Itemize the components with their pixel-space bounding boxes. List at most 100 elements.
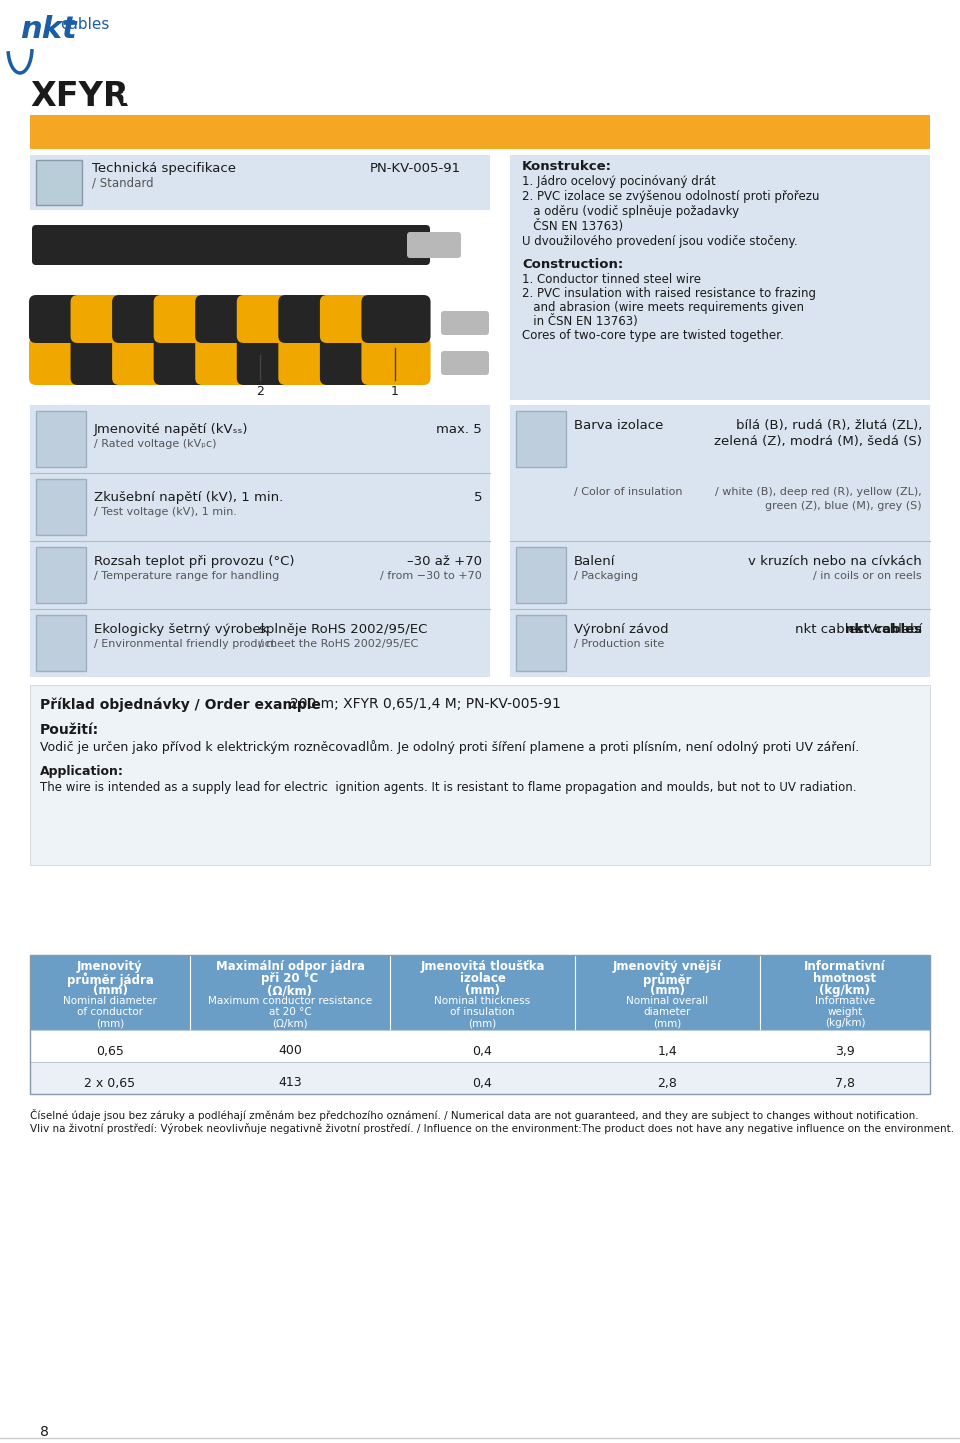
Text: PN-KV-005-91: PN-KV-005-91 <box>370 162 461 175</box>
Text: 1. Conductor tinned steel wire: 1. Conductor tinned steel wire <box>522 273 701 286</box>
Bar <box>36 411 86 468</box>
Text: průměr: průměr <box>643 973 692 987</box>
Text: splněje RoHS 2002/95/EC: splněje RoHS 2002/95/EC <box>259 623 427 636</box>
Text: 2. PVC izolace se zvýšenou odolností proti přořezu: 2. PVC izolace se zvýšenou odolností pro… <box>522 190 820 203</box>
Bar <box>516 411 566 468</box>
Text: / from −30 to +70: / from −30 to +70 <box>380 571 482 582</box>
FancyBboxPatch shape <box>441 351 489 375</box>
Bar <box>36 160 82 205</box>
Text: cables: cables <box>60 17 109 32</box>
Text: Číselné údaje jsou bez záruky a podléhají změnám bez předchozího oznámení. / Num: Číselné údaje jsou bez záruky a podléhaj… <box>30 1110 919 1121</box>
FancyBboxPatch shape <box>237 294 306 343</box>
Text: Maximální odpor jádra: Maximální odpor jádra <box>215 960 365 973</box>
Text: / in coils or on reels: / in coils or on reels <box>813 571 922 582</box>
Text: 400: 400 <box>278 1045 302 1058</box>
Text: / meet the RoHS 2002/95/EC: / meet the RoHS 2002/95/EC <box>259 639 419 649</box>
Bar <box>36 615 86 671</box>
Text: nkt cables: nkt cables <box>845 623 922 636</box>
Text: weight: weight <box>828 1007 863 1017</box>
FancyBboxPatch shape <box>29 338 98 385</box>
Text: / Color of insulation: / Color of insulation <box>574 486 683 496</box>
Text: Ekologicky šetrný výrobek: Ekologicky šetrný výrobek <box>94 623 269 636</box>
Text: (mm): (mm) <box>96 1017 124 1027</box>
Text: Konstrukce:: Konstrukce: <box>522 160 612 173</box>
Bar <box>30 955 930 1094</box>
Text: at 20 °C: at 20 °C <box>269 1007 311 1017</box>
FancyBboxPatch shape <box>195 294 264 343</box>
Text: Vodič je určen jako přívod k elektrickým rozněcovadlům. Je odolný proti šíření p: Vodič je určen jako přívod k elektrickým… <box>40 740 859 755</box>
Text: (mm): (mm) <box>468 1017 496 1027</box>
FancyBboxPatch shape <box>154 294 223 343</box>
Text: Nominal thickness: Nominal thickness <box>435 996 531 1006</box>
Text: green (Z), blue (M), grey (S): green (Z), blue (M), grey (S) <box>765 501 922 511</box>
Text: Application:: Application: <box>40 765 124 778</box>
Text: 0,65: 0,65 <box>96 1045 124 1058</box>
Text: / Standard: / Standard <box>92 176 154 189</box>
Text: XFYR: XFYR <box>30 79 129 113</box>
Text: izolace: izolace <box>460 973 505 986</box>
Text: Vliv na životní prostředí: Výrobek neovlivňuje negativně životní prostředí. / In: Vliv na životní prostředí: Výrobek neovl… <box>30 1123 954 1134</box>
Text: Nominal diameter: Nominal diameter <box>63 996 156 1006</box>
Text: / Packaging: / Packaging <box>574 571 638 582</box>
Text: Jmenovité napětí (kVₛₛ): Jmenovité napětí (kVₛₛ) <box>94 423 249 436</box>
Text: (mm): (mm) <box>92 984 128 997</box>
Text: (mm): (mm) <box>650 984 685 997</box>
FancyBboxPatch shape <box>29 294 98 343</box>
Text: hmotnost: hmotnost <box>813 973 876 986</box>
Text: –30 až +70: –30 až +70 <box>407 556 482 569</box>
FancyBboxPatch shape <box>441 312 489 335</box>
Text: 1,4: 1,4 <box>658 1045 678 1058</box>
Text: 200 m; XFYR 0,65/1,4 M; PN-KV-005-91: 200 m; XFYR 0,65/1,4 M; PN-KV-005-91 <box>290 697 561 711</box>
Text: 5: 5 <box>473 491 482 504</box>
FancyBboxPatch shape <box>195 338 264 385</box>
Text: bílá (B), rudá (R), žlutá (ZL),: bílá (B), rudá (R), žlutá (ZL), <box>735 418 922 431</box>
Text: Cores of two-core type are twisted together.: Cores of two-core type are twisted toget… <box>522 329 783 342</box>
Text: Informative: Informative <box>815 996 876 1006</box>
Bar <box>30 115 930 149</box>
Text: (kg/km): (kg/km) <box>825 1017 865 1027</box>
Text: Jmenovitá tloušťka: Jmenovitá tloušťka <box>420 960 544 973</box>
Text: 0,4: 0,4 <box>472 1076 492 1089</box>
Text: 2. PVC insulation with raised resistance to frazing: 2. PVC insulation with raised resistance… <box>522 287 816 300</box>
Text: 2 x 0,65: 2 x 0,65 <box>84 1076 135 1089</box>
Text: Příklad objednávky / Order example: Příklad objednávky / Order example <box>40 697 321 711</box>
FancyBboxPatch shape <box>362 338 430 385</box>
FancyBboxPatch shape <box>278 338 348 385</box>
Bar <box>516 547 566 603</box>
Text: diameter: diameter <box>644 1007 691 1017</box>
Text: / white (B), deep red (R), yellow (ZL),: / white (B), deep red (R), yellow (ZL), <box>715 486 922 496</box>
Text: max. 5: max. 5 <box>436 423 482 436</box>
Text: of conductor: of conductor <box>77 1007 143 1017</box>
Text: (Ω/km): (Ω/km) <box>268 984 313 997</box>
FancyBboxPatch shape <box>70 294 139 343</box>
Text: / Rated voltage (kVₚᴄ): / Rated voltage (kVₚᴄ) <box>94 439 217 449</box>
Text: v kruzích nebo na cívkách: v kruzích nebo na cívkách <box>748 556 922 569</box>
Bar <box>36 547 86 603</box>
Bar <box>510 405 930 677</box>
Text: průměr jádra: průměr jádra <box>66 973 154 987</box>
Text: Přívodní vodič pro elektrická rozněcovadla / Supply lead for electric ignition a: Přívodní vodič pro elektrická rozněcovad… <box>122 89 838 105</box>
Bar <box>30 154 490 211</box>
Text: (kg/km): (kg/km) <box>820 984 871 997</box>
Text: / Temperature range for handling: / Temperature range for handling <box>94 571 279 582</box>
Text: / Test voltage (kV), 1 min.: / Test voltage (kV), 1 min. <box>94 506 237 517</box>
Text: 2,8: 2,8 <box>658 1076 678 1089</box>
FancyBboxPatch shape <box>112 294 181 343</box>
Text: Jmenovitý: Jmenovitý <box>77 960 143 973</box>
Bar <box>30 955 930 1030</box>
Bar <box>36 479 86 535</box>
Bar <box>510 154 930 400</box>
FancyBboxPatch shape <box>362 294 430 343</box>
Bar <box>30 1030 930 1062</box>
Bar <box>30 685 930 864</box>
Text: při 20 °C: při 20 °C <box>261 973 319 986</box>
Text: 2: 2 <box>256 385 264 398</box>
Text: 8: 8 <box>40 1426 49 1439</box>
Text: 1: 1 <box>391 385 399 398</box>
Text: in ČSN EN 13763): in ČSN EN 13763) <box>522 315 637 328</box>
Text: / Environmental friendly product: / Environmental friendly product <box>94 639 276 649</box>
Text: of insulation: of insulation <box>450 1007 515 1017</box>
Text: zelená (Z), modrá (M), šedá (S): zelená (Z), modrá (M), šedá (S) <box>714 434 922 447</box>
Text: Výrobní závod: Výrobní závod <box>574 623 668 636</box>
Text: 0,4: 0,4 <box>472 1045 492 1058</box>
